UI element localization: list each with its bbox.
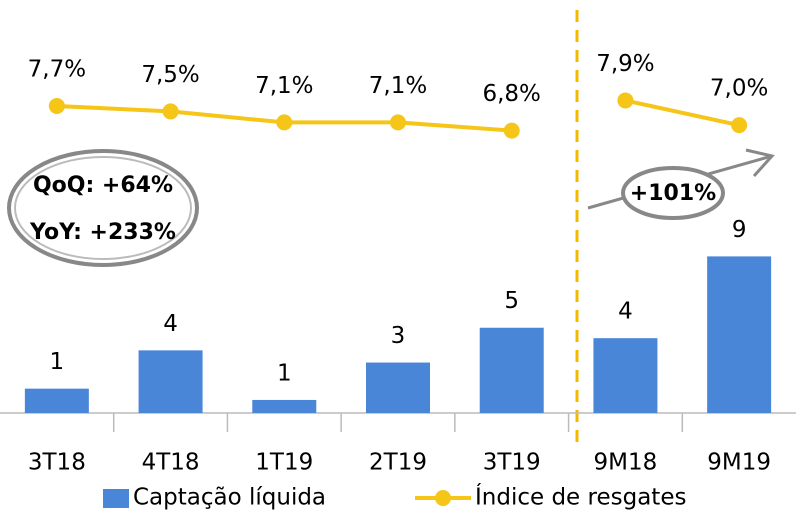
data-label: 9 [732,217,747,243]
x-tick-label: 1T19 [255,450,313,476]
x-tick-label: 3T19 [483,450,541,476]
data-label: 7,9% [596,51,654,77]
data-label: 1 [50,349,65,375]
line-marker [617,92,634,109]
x-tick-label: 9M19 [707,450,771,476]
data-label: 7,1% [255,73,313,99]
line [625,98,740,128]
bar [479,327,544,413]
line-marker [48,97,65,114]
bar [366,362,430,413]
bar [707,256,772,413]
x-tick-label: 3T18 [28,450,86,476]
line-marker [390,114,406,131]
annotation-ellipse [621,166,725,220]
legend-swatch [103,489,129,508]
data-label: 7,5% [141,62,199,88]
data-label: 1 [277,360,292,386]
x-tick-label: 2T19 [369,450,427,476]
bar [138,350,203,413]
data-label: 4 [163,311,178,337]
annotation-ellipse [7,149,199,267]
data-label: 7,0% [710,76,768,102]
line-marker [276,114,293,131]
x-tick-label: 4T18 [142,450,200,476]
line-marker [731,117,748,134]
bar [593,338,658,413]
data-label: 4 [618,299,633,325]
line-marker [503,122,520,139]
data-label: 7,7% [28,56,86,82]
legend-label: Captação líquida [133,485,326,511]
arrow-head [745,148,775,178]
legend-swatch [435,490,451,506]
line-marker [162,103,179,120]
annotation: YoY: +233% [29,220,176,245]
x-tick-label: 9M18 [594,450,658,476]
bar [24,388,89,413]
legend-label: Índice de resgates [475,483,686,511]
data-label: 5 [504,288,519,314]
data-label: 6,8% [482,81,540,107]
annotation: +101% [630,181,716,206]
annotation-ellipse [14,156,192,260]
bar [252,399,317,413]
data-label: 7,1% [369,73,427,99]
annotation: QoQ: +64% [33,173,173,198]
data-label: 3 [391,323,406,349]
